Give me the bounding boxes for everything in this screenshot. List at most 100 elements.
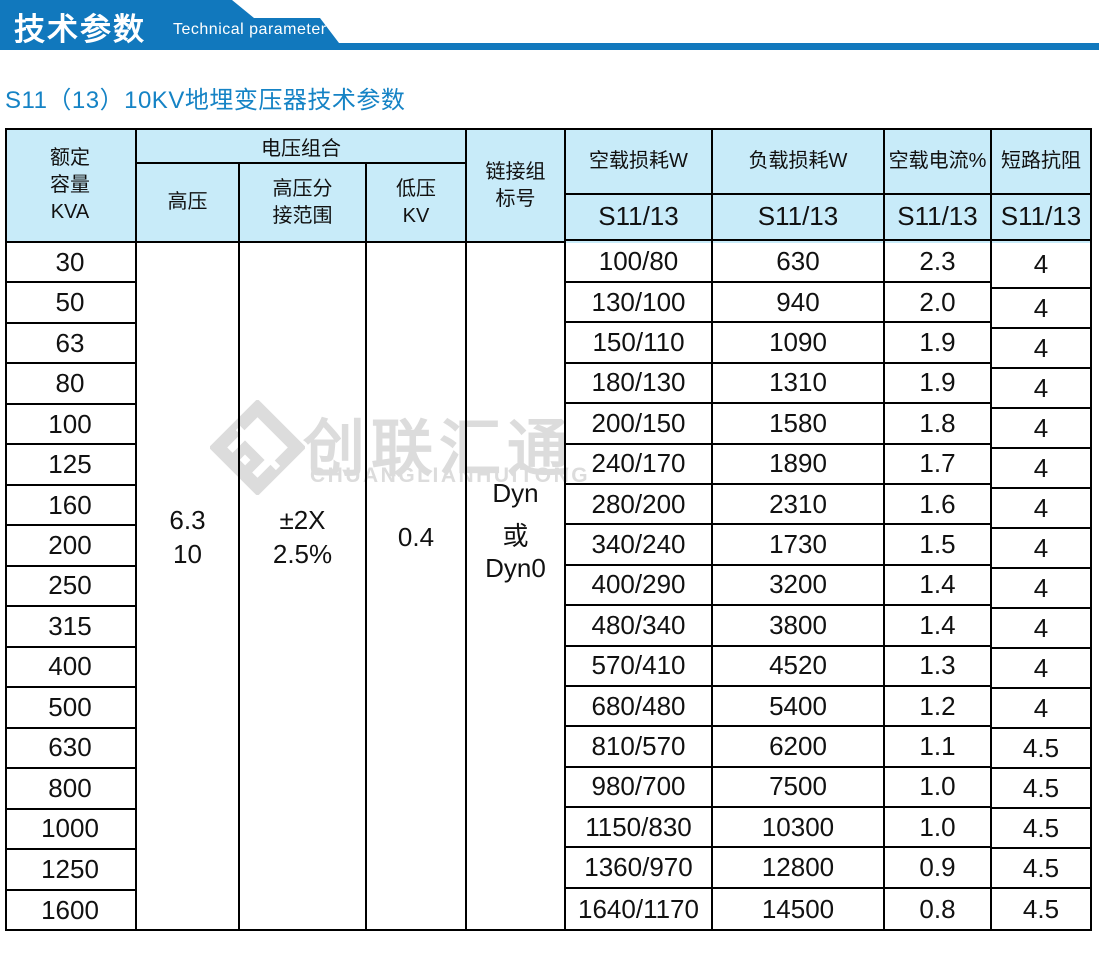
table-cell: 4.5: [992, 809, 1090, 849]
table-cell: 4: [992, 241, 1090, 289]
table-cell: 63: [5, 324, 135, 365]
hv-line: 6.3: [169, 505, 206, 536]
table-cell: 2.3: [885, 241, 990, 283]
table-cell: 315: [5, 607, 135, 648]
vector-line: 或: [502, 520, 529, 551]
table-cell: 180/130: [566, 364, 711, 405]
table-cell: 810/570: [566, 727, 711, 768]
header-line: 容量: [50, 174, 90, 196]
table-cell: 0.9: [885, 848, 990, 889]
lv-line: 0.4: [397, 522, 435, 553]
table-cell: 4.5: [992, 849, 1090, 889]
vector-line: Dyn0: [485, 553, 546, 584]
header-line: KVA: [50, 201, 90, 223]
table-cell: 100: [5, 405, 135, 446]
table-cell: 1640/1170: [578, 893, 699, 924]
table-cell: 4: [992, 529, 1090, 569]
table-cell: 5400: [713, 687, 883, 728]
header-impedance: 短路抗阻: [992, 130, 1090, 195]
table-cell: 680/480: [566, 687, 711, 728]
column-rated-capacity: 额定 容量 KVA 30 50 63 80 100 125 160 200 250 315 400 5…: [5, 130, 137, 931]
table-cell: 4.5: [992, 769, 1090, 809]
no-load-current-values: 2.3 2.0 1.9 1.9 1.8 1.7 1.6 1.5 1.4 1.4 1.3 1.2 1.1 1…: [885, 241, 990, 929]
table-cell: 4520: [713, 647, 883, 687]
table-header-background: [5, 128, 1092, 243]
header-banner: 技术参数 Technical parameter: [0, 0, 1099, 50]
table-cell: 1600: [41, 895, 99, 926]
header-vector-group: 链接组 标号: [467, 130, 564, 243]
table-cell: 160: [5, 486, 135, 527]
impedance-values: 4 4 4 4 4 4 4 4 4 4 4 4 4.5 4.5 4.5 4.5 4.5: [992, 241, 1090, 929]
column-load-loss: 负载损耗W S11/13 630 940 1090 1310 1580 1890 2310 1…: [713, 130, 885, 931]
header-model-load-loss: S11/13: [713, 195, 883, 241]
header-high-voltage: 高压: [137, 164, 238, 243]
table-cell: 1.9: [885, 323, 990, 364]
table-cell: 630: [5, 729, 135, 770]
table-cell: 0.8: [919, 893, 956, 924]
header-line: KV: [402, 204, 430, 227]
table-cell: 6200: [713, 727, 883, 768]
table-cell: 250: [5, 567, 135, 608]
header-no-load-current: 空载电流%: [885, 130, 990, 195]
table-cell: 1090: [713, 323, 883, 364]
table-cell: 4: [992, 449, 1090, 489]
table-cell: 4.5: [1022, 893, 1060, 924]
table-cell: 630: [713, 241, 883, 283]
header-rated-capacity: 额定 容量 KVA: [5, 130, 135, 243]
banner-title: 技术参数: [14, 12, 146, 47]
table-cell: 1000: [5, 810, 135, 851]
table-cell: 10300: [713, 808, 883, 849]
table-cell: 4: [992, 369, 1090, 409]
table-cell: 1.4: [885, 606, 990, 647]
table-cell: 125: [5, 445, 135, 486]
header-model-no-load-loss: S11/13: [566, 195, 711, 241]
table-cell: 4: [992, 689, 1090, 729]
table-cell: 1.6: [885, 485, 990, 526]
table-cell: 1360/970: [566, 848, 711, 889]
no-load-loss-values: 100/80 130/100 150/110 180/130 200/150 240/17…: [566, 241, 711, 929]
table-cell: 1580: [713, 404, 883, 445]
header-no-load-loss: 空载损耗W: [566, 130, 711, 195]
column-impedance: 短路抗阻 S11/13 4 4 4 4 4 4 4 4 4 4 4 4 4.5 4.5 4.5 4.5 4.5: [992, 130, 1092, 931]
table-cell: 80: [5, 364, 135, 405]
table-cell: 3200: [713, 566, 883, 607]
table-cell: 7500: [713, 768, 883, 809]
cell-low-voltage: 0.4: [367, 243, 465, 929]
table-cell: 280/200: [566, 485, 711, 526]
header-model-no-load-current: S11/13: [885, 195, 990, 241]
table-cell: 14500: [761, 893, 835, 924]
table-cell: 4: [992, 409, 1090, 449]
table-top-border: [5, 128, 1092, 130]
table-cell: 2.0: [885, 283, 990, 324]
table-cell: 800: [5, 769, 135, 810]
load-loss-values: 630 940 1090 1310 1580 1890 2310 1730 3200 3800 45…: [713, 241, 883, 929]
table-cell: 4: [992, 489, 1090, 529]
table-cell: 50: [5, 283, 135, 324]
table-cell: 4.5: [992, 729, 1090, 769]
table-cell: 200/150: [566, 404, 711, 445]
cell-hv-tap-range: ±2X 2.5%: [240, 243, 365, 929]
table-cell: 500: [5, 688, 135, 729]
table-cell: 1.4: [885, 566, 990, 607]
table-cell: 4: [992, 289, 1090, 329]
table-cell: 1150/830: [566, 808, 711, 849]
table-cell: 2310: [713, 485, 883, 526]
table-cell: 4: [992, 609, 1090, 649]
table-cell: 1.8: [885, 404, 990, 445]
table-cell: 1.3: [885, 647, 990, 687]
header-load-loss: 负载损耗W: [713, 130, 883, 195]
cell-high-voltage: 6.3 10: [137, 243, 238, 929]
cell-vector-group: Dyn 或 Dyn0: [467, 243, 564, 929]
header-low-voltage: 低压 KV: [367, 164, 465, 243]
table-cell: 1.0: [885, 808, 990, 849]
column-vector-group: 链接组 标号 Dyn 或 Dyn0: [467, 130, 566, 931]
tap-line: ±2X: [279, 505, 326, 536]
banner-shape: [0, 0, 1099, 50]
table-cell: 400: [5, 648, 135, 689]
table-cell: 1.7: [885, 445, 990, 485]
kva-values: 30 50 63 80 100 125 160 200 250 315 400 500 630 800 10…: [5, 243, 135, 931]
table-cell: 4: [992, 569, 1090, 609]
header-hv-tap-range: 高压分 接范围: [240, 164, 365, 243]
table-cell: 1250: [5, 850, 135, 891]
